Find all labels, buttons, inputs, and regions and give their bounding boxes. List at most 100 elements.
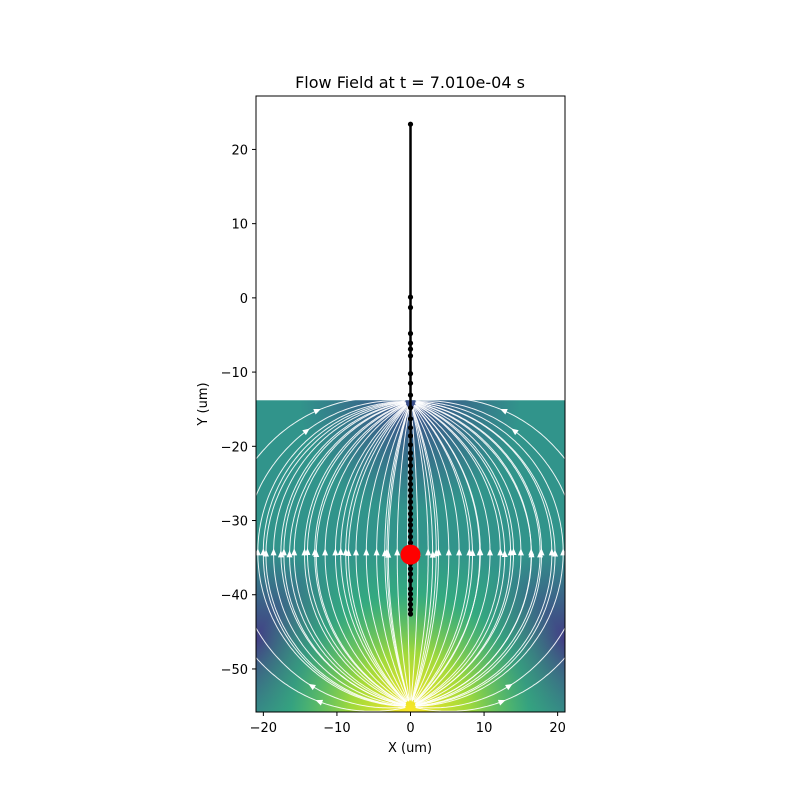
filament-node-20 [407, 481, 414, 487]
filament-node-18 [407, 469, 414, 475]
filament-node-42 [407, 607, 414, 613]
filament-node-0 [407, 121, 414, 127]
filament-node-30 [407, 540, 414, 546]
filament-node-43 [407, 611, 414, 617]
filament-node-3 [407, 330, 414, 337]
streamline-arrow-48 [337, 548, 344, 556]
filament-node-22 [407, 493, 414, 499]
filament-node-19 [407, 475, 414, 481]
streamline-arrow-16 [425, 548, 432, 556]
filament-node-14 [407, 442, 414, 448]
filament-node-40 [407, 596, 414, 602]
filament-node-25 [407, 511, 414, 517]
filament-node-4 [407, 340, 414, 346]
streamline-arrow-47 [304, 548, 311, 556]
streamline-arrow-2 [280, 548, 287, 556]
filament-node-7 [407, 371, 414, 377]
y-tick-label-5: −30 [221, 515, 248, 530]
streamline-arrow-42 [500, 409, 508, 415]
y-tick-label-1: 10 [231, 218, 248, 233]
streamline-arrow-30 [302, 428, 310, 436]
streamline-arrow-18 [445, 548, 452, 556]
filament-node-13 [407, 433, 414, 439]
streamline-arrow-52 [510, 548, 517, 556]
streamline-arrow-46 [277, 550, 284, 558]
streamline-arrow-37 [469, 548, 476, 556]
streamline-arrow-22 [487, 548, 494, 556]
streamline-arrow-34 [345, 548, 352, 556]
streamlines [256, 397, 565, 712]
x-tick-label-3: 10 [476, 721, 493, 736]
x-tick-label-4: 20 [549, 721, 566, 736]
y-tick-label-0: 20 [231, 143, 248, 158]
streamline-arrow-49 [381, 549, 388, 557]
filament-node-21 [407, 487, 414, 493]
filament-node-26 [407, 517, 414, 523]
streamline-arrow-43 [315, 699, 324, 706]
streamline-arrow-55 [505, 683, 513, 691]
y-tick-label-3: −10 [221, 366, 248, 381]
streamline-arrow-32 [286, 550, 293, 558]
filament-node-8 [407, 380, 414, 386]
streamline-arrow-29 [313, 409, 321, 415]
streamline-arrow-1 [270, 548, 277, 556]
y-tick-label-6: −40 [221, 589, 248, 604]
filament-node-5 [407, 346, 414, 352]
x-axis-label: X (um) [388, 741, 432, 756]
filament-node-17 [407, 463, 414, 469]
streamline-arrow-53 [537, 550, 544, 558]
streamline-arrow-13 [394, 548, 401, 556]
filament-node-29 [407, 534, 414, 540]
filament-node-41 [407, 601, 414, 608]
chart-title: Flow Field at t = 7.010e-04 s [295, 73, 525, 92]
streamline-arrow-51 [477, 548, 484, 556]
filament-node-35 [407, 566, 414, 572]
filament [400, 121, 421, 617]
filament-node-38 [407, 586, 414, 592]
filament-node-23 [407, 499, 414, 505]
filament-node-24 [407, 505, 414, 511]
y-axis-ticks: 20 10 0 −10 −20 −30 −40 −50 [221, 143, 256, 678]
y-tick-label-7: −50 [221, 663, 248, 678]
x-tick-label-0: −20 [250, 721, 277, 736]
streamline-arrow-40 [552, 549, 559, 557]
filament-node-16 [407, 456, 414, 462]
streamline-arrow-9 [352, 548, 359, 556]
x-tick-label-1: −10 [323, 721, 350, 736]
streamline-arrow-50 [433, 549, 440, 557]
y-tick-label-2: 0 [240, 292, 248, 307]
streamline-arrow-11 [373, 548, 380, 556]
streamline-arrow-6 [322, 548, 329, 556]
filament-node-37 [407, 578, 414, 584]
filament-node-28 [407, 528, 414, 534]
filament-node-2 [407, 304, 414, 311]
x-axis-ticks: −20 −10 0 10 20 [250, 712, 566, 736]
filament-node-1 [407, 294, 414, 300]
filament-node-15 [407, 450, 414, 456]
y-tick-label-4: −20 [221, 440, 248, 455]
streamline-arrow-44 [308, 683, 316, 691]
streamline-arrow-3 [291, 548, 298, 556]
filament-node-11 [407, 416, 414, 422]
streamline-arrow-31 [262, 549, 269, 557]
streamline-arrow-7 [332, 548, 339, 556]
streamline-arrow-33 [313, 550, 320, 558]
streamline-arrow-41 [511, 428, 519, 436]
x-tick-label-2: 0 [406, 721, 414, 736]
y-axis-label: Y (um) [196, 382, 211, 426]
streamline-arrow-25 [517, 548, 524, 556]
streamline-arrow-38 [501, 550, 508, 558]
filament-node-39 [407, 591, 414, 597]
filament-node-27 [407, 522, 414, 528]
filament-node-6 [407, 353, 414, 359]
filament-node-10 [407, 405, 414, 411]
streamline-arrow-39 [528, 550, 535, 558]
streamline-arrow-23 [497, 548, 504, 556]
red-marker [400, 544, 421, 565]
filament-node-36 [407, 571, 414, 577]
streamline-arrow-19 [456, 548, 463, 556]
streamline-arrow-56 [497, 699, 506, 706]
filament-node-9 [407, 392, 414, 398]
streamline-arrow-10 [363, 548, 370, 556]
